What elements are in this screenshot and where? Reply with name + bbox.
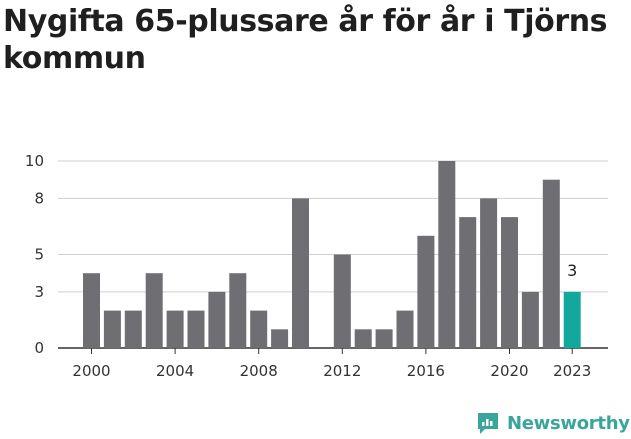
bar-2016: [417, 235, 435, 348]
x-tick-label: 2008: [240, 362, 278, 380]
bar-2009: [271, 329, 289, 348]
bar-2004: [166, 310, 184, 348]
bar-2008: [250, 310, 268, 348]
bar-2001: [103, 310, 121, 348]
bar-2021: [521, 291, 539, 348]
bar-2014: [375, 329, 393, 348]
chart-title: Nygifta 65-plussare år för år i Tjörns k…: [3, 4, 608, 76]
bar-2022: [542, 179, 560, 348]
x-axis-ticks: 2000 2004 2008 2012 2016 2020 2023: [72, 348, 591, 380]
bar-2005: [187, 310, 205, 348]
y-tick-label: 10: [25, 152, 44, 170]
bar-2015: [396, 310, 414, 348]
y-tick-label: 8: [34, 189, 44, 207]
bar-2023: [563, 291, 581, 348]
y-tick-label: 0: [34, 339, 44, 357]
x-tick-label: 2004: [156, 362, 194, 380]
y-axis-ticks: 0 3 5 8 10: [25, 152, 44, 357]
bars: [83, 161, 581, 348]
bar-2003: [145, 273, 163, 348]
newsworthy-brand: Newsworthy: [475, 408, 630, 438]
brand-name: Newsworthy: [507, 412, 630, 434]
x-tick-label: 2000: [72, 362, 110, 380]
y-tick-label: 5: [34, 246, 44, 264]
bar-2007: [229, 273, 247, 348]
bar-2019: [480, 198, 498, 348]
x-tick-label: 2020: [490, 362, 528, 380]
x-tick-label: 2012: [323, 362, 361, 380]
bar-2000: [83, 273, 100, 348]
x-tick-label: 2016: [407, 362, 445, 380]
y-tick-label: 3: [34, 283, 44, 301]
bar-2017: [438, 161, 456, 348]
x-tick-label: 2023: [553, 362, 591, 380]
bar-2010: [292, 198, 309, 348]
bar-2006: [208, 291, 226, 348]
newsworthy-logo-icon: [478, 413, 498, 434]
bar-2018: [459, 217, 477, 348]
bar-2020: [501, 217, 518, 348]
bar-2002: [124, 310, 142, 348]
highlight-data-label: 3: [567, 261, 577, 280]
bar-2012: [333, 254, 351, 348]
data-labels: 3: [567, 261, 577, 280]
bar-2013: [354, 329, 372, 348]
